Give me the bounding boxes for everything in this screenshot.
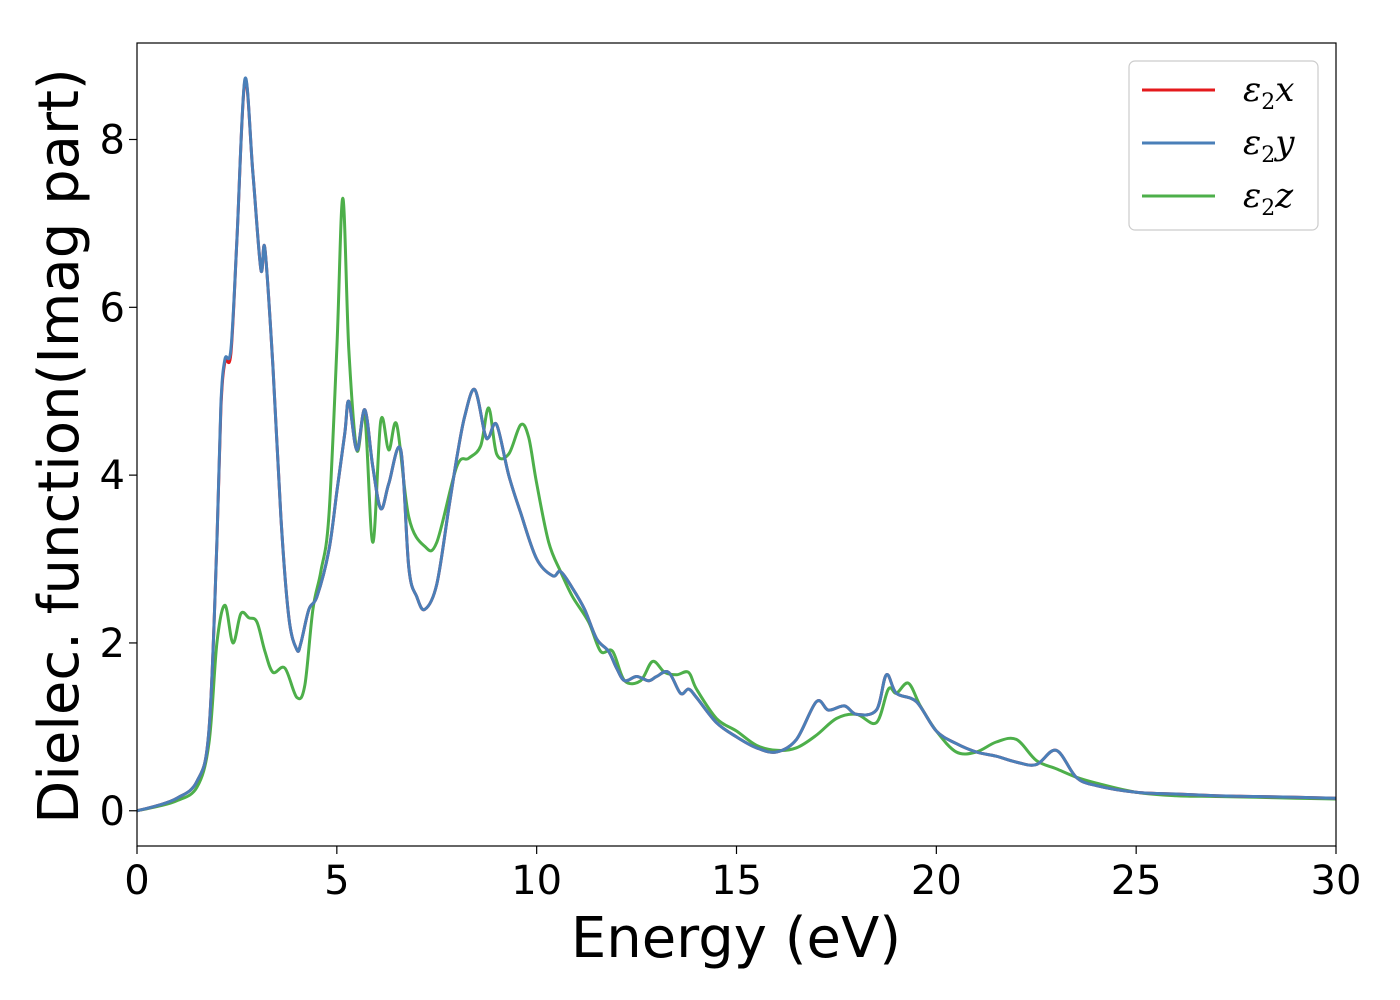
y-tick-label: 8 bbox=[100, 117, 125, 163]
legend: ε2x ε2y ε2z bbox=[1128, 60, 1319, 231]
y-tick-label: 6 bbox=[100, 285, 125, 331]
x-tick-label: 30 bbox=[1311, 858, 1362, 904]
y-tick-label: 4 bbox=[100, 453, 125, 499]
x-tick-label: 5 bbox=[324, 858, 349, 904]
x-tick-label: 10 bbox=[511, 858, 562, 904]
y-axis-title: Dielec. function(Imag part) bbox=[27, 68, 92, 824]
legend-label-y: ε2y bbox=[1243, 123, 1295, 168]
series-layer bbox=[136, 76, 1337, 813]
x-tick-label: 15 bbox=[711, 858, 762, 904]
x-axis-title: Energy (eV) bbox=[571, 906, 901, 971]
legend-label-x: ε2x bbox=[1243, 70, 1294, 115]
x-tick-label: 0 bbox=[124, 858, 149, 904]
x-tick-label: 20 bbox=[911, 858, 962, 904]
series-line-y bbox=[136, 76, 1337, 813]
x-tick-label: 25 bbox=[1111, 858, 1162, 904]
y-tick-label: 2 bbox=[100, 621, 125, 667]
legend-box bbox=[1128, 60, 1319, 231]
ticks-layer: 0 5 10 15 20 25 30 0 2 4 6 8 bbox=[100, 117, 1362, 904]
legend-label-z: ε2z bbox=[1243, 176, 1294, 221]
y-tick-label: 0 bbox=[100, 789, 125, 835]
